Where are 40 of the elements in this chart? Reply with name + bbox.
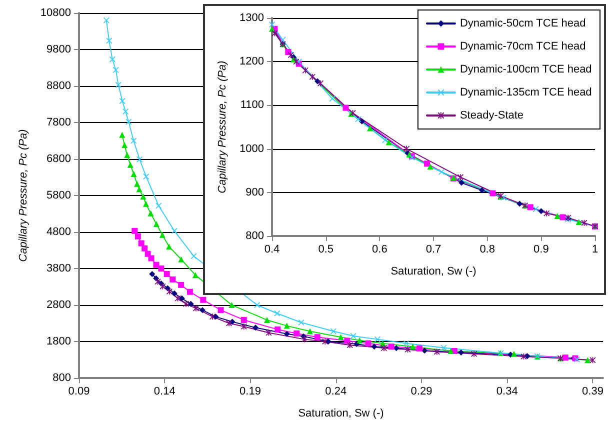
legend-label: Dynamic-100cm TCE head [460,64,592,76]
x-tick-label: 0.7 [426,244,442,256]
y-tick-label: 5800 [46,190,71,202]
x-tick-label: 0.29 [410,386,432,398]
y-tick-label: 1000 [240,142,264,155]
y-tick-label: 800 [52,372,71,384]
x-axis-title: Saturation, Sw (-) [390,266,476,278]
x-tick-label: 0.14 [154,386,176,398]
y-tick-label: 8800 [46,80,71,92]
legend-label: Dynamic-50cm TCE head [460,18,586,30]
y-tick-label: 900 [246,186,264,198]
y-tick-label: 4800 [46,226,71,238]
y-tick-label: 1100 [240,99,264,112]
x-tick-label: 0.34 [496,386,518,398]
y-tick-label: 2800 [46,299,71,311]
x-tick-label: 0.8 [480,244,495,256]
legend-label: Dynamic-135cm TCE head [460,86,592,98]
y-axis-title: Capillary Pressure, Pc (Pa) [18,128,30,262]
y-tick-label: 1300 [240,12,264,24]
y-tick-label: 9800 [46,44,71,56]
x-tick-label: 0.19 [240,386,261,398]
x-tick-label: 0.09 [68,386,90,398]
x-tick-label: 0.4 [264,244,280,256]
legend-label: Dynamic-70cm TCE head [460,40,586,52]
x-axis-title: Saturation, Sw (-) [298,408,384,420]
y-tick-label: 1200 [240,56,264,68]
legend-label: Steady-State [460,110,524,122]
y-tick-label: 3800 [46,262,71,274]
y-axis-title: Capillary Pressure, Pc (Pa) [216,60,228,194]
y-tick-label: 7800 [46,116,71,128]
x-tick-label: 0.9 [534,244,549,256]
x-tick-label: 0.24 [325,386,347,398]
y-tick-label: 10800 [40,7,71,19]
x-tick-label: 0.5 [318,244,334,256]
x-tick-label: 1 [592,244,598,256]
y-tick-label: 800 [246,230,264,242]
x-tick-label: 0.39 [582,386,604,398]
y-tick-label: 1800 [46,336,71,348]
y-tick-label: 6800 [46,153,71,165]
x-tick-label: 0.6 [372,244,388,256]
